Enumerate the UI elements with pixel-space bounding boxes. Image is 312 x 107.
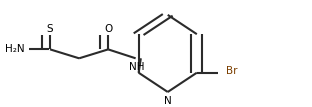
- Text: O: O: [104, 24, 112, 34]
- Text: Br: Br: [226, 66, 237, 76]
- Text: H₂N: H₂N: [4, 44, 24, 54]
- Text: N: N: [164, 96, 172, 106]
- Text: NH: NH: [129, 62, 145, 72]
- Text: S: S: [47, 24, 53, 34]
